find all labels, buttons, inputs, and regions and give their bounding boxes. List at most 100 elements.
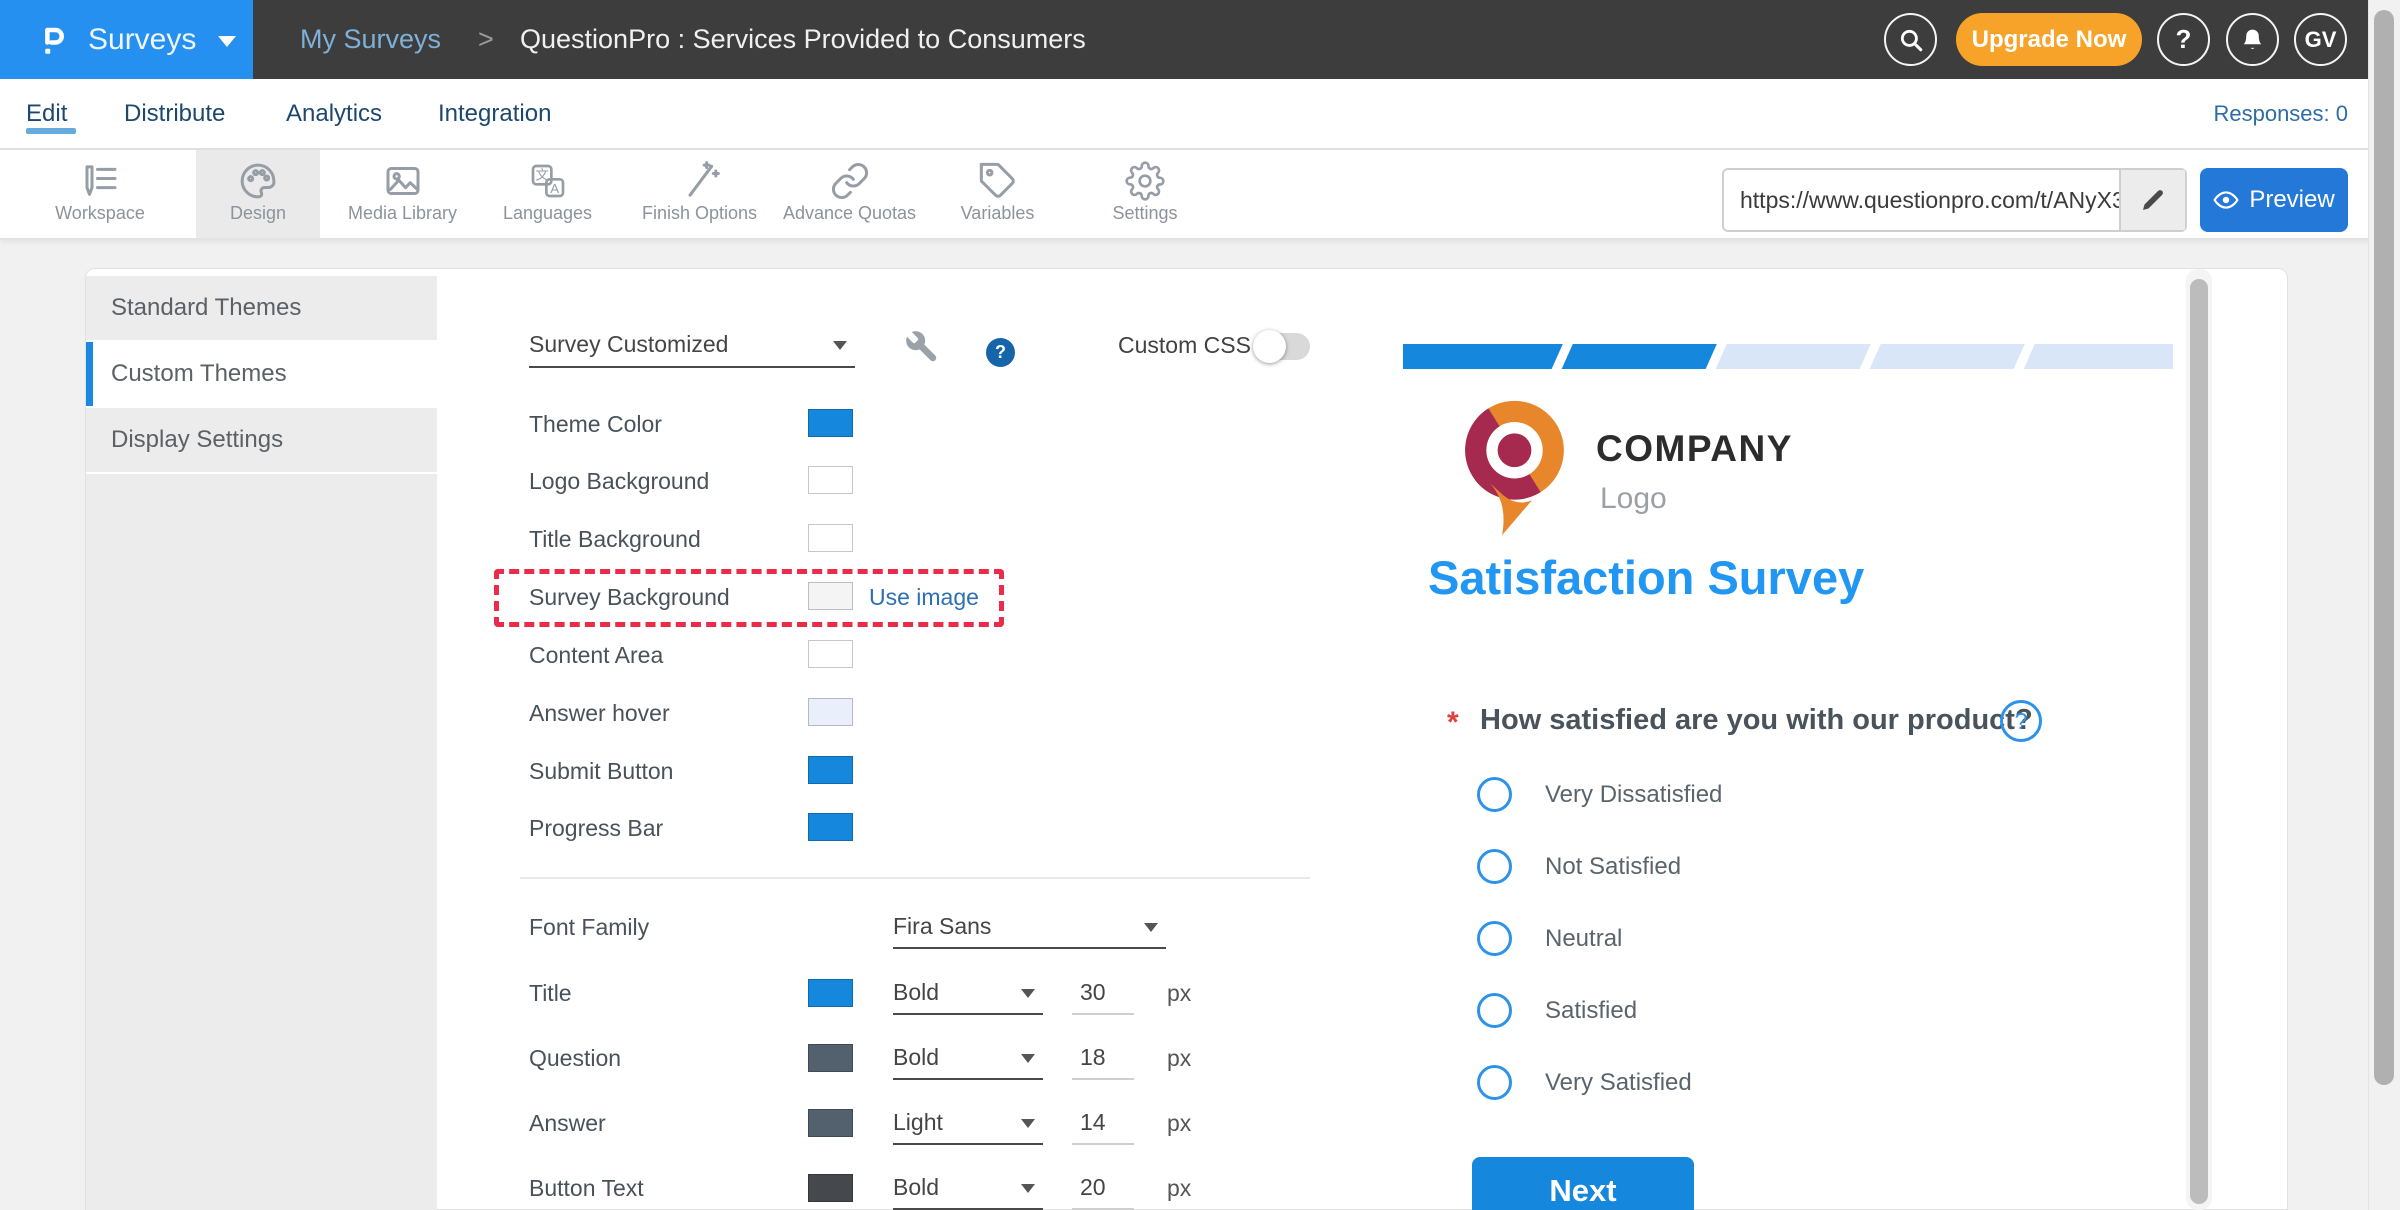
sidebar-active-indicator: [86, 342, 93, 406]
color-swatch-survey-background[interactable]: [808, 582, 853, 610]
radio-not-satisfied[interactable]: [1477, 849, 1512, 884]
font-size-input-answer[interactable]: 14: [1072, 1100, 1134, 1145]
toolbar-item-advance-quotas[interactable]: Advance Quotas: [772, 150, 927, 238]
question-help-icon[interactable]: ?: [2000, 700, 2042, 742]
design-panel-card: [85, 268, 2288, 1210]
top-header: Surveys My Surveys > QuestionPro : Servi…: [0, 0, 2400, 79]
font-size-value: 30: [1080, 979, 1106, 1005]
breadcrumb-my-surveys[interactable]: My Surveys: [300, 24, 442, 54]
custom-css-toggle[interactable]: [1253, 330, 1310, 363]
edit-url-button[interactable]: [2119, 170, 2185, 230]
sidebar-item-custom-themes[interactable]: Custom Themes: [86, 342, 437, 406]
font-color-swatch-question[interactable]: [808, 1044, 853, 1072]
toolbar-item-design[interactable]: Design: [196, 150, 320, 238]
help-button[interactable]: ?: [2157, 13, 2210, 66]
font-row-title: Title Bold 30 px: [529, 970, 1329, 1016]
toolbar-item-languages[interactable]: 文 A Languages: [480, 150, 615, 238]
font-size-value: 18: [1080, 1044, 1106, 1070]
section-divider: [520, 877, 1310, 879]
color-swatch-theme-color[interactable]: [808, 409, 853, 437]
sidebar-item-label: Display Settings: [111, 426, 284, 453]
avatar[interactable]: GV: [2294, 13, 2347, 66]
chevron-down-icon: [1021, 1054, 1035, 1063]
color-label: Answer hover: [529, 700, 670, 726]
font-weight-select-button-text[interactable]: Bold: [893, 1165, 1043, 1210]
use-image-link[interactable]: Use image: [869, 584, 979, 610]
sidebar-item-standard-themes[interactable]: Standard Themes: [86, 276, 437, 340]
color-swatch-submit-button[interactable]: [808, 756, 853, 784]
font-color-swatch-button-text[interactable]: [808, 1174, 853, 1202]
color-swatch-progress-bar[interactable]: [808, 813, 853, 841]
breadcrumb-separator: >: [478, 24, 494, 54]
toolbar-item-finish-options[interactable]: Finish Options: [622, 150, 777, 238]
theme-tools-button[interactable]: [903, 328, 941, 366]
color-swatch-logo-background[interactable]: [808, 466, 853, 494]
color-swatch-title-background[interactable]: [808, 524, 853, 552]
option-label: Not Satisfied: [1545, 853, 1682, 880]
page-scrollbar-thumb[interactable]: [2374, 10, 2394, 1085]
preview-scrollbar-thumb[interactable]: [2190, 279, 2208, 1204]
tab-analytics[interactable]: Analytics: [286, 100, 383, 127]
next-button[interactable]: Next: [1472, 1157, 1694, 1210]
toolbar-item-media-library[interactable]: Media Library: [330, 150, 475, 238]
chevron-down-icon: [1021, 989, 1035, 998]
product-switcher[interactable]: Surveys: [0, 0, 253, 79]
company-name: COMPANY: [1596, 428, 1793, 469]
questionpro-logo-icon: [45, 27, 64, 54]
color-row-theme-color: Theme Color: [529, 409, 1249, 439]
design-palette-icon: [240, 163, 276, 199]
unit-label: px: [1167, 1110, 1192, 1136]
font-size-input-question[interactable]: 18: [1072, 1035, 1134, 1080]
toolbar-item-variables[interactable]: Variables: [930, 150, 1065, 238]
advance-quotas-link-icon: [831, 162, 868, 200]
font-weight-select-title[interactable]: Bold: [893, 970, 1043, 1015]
radio-neutral[interactable]: [1477, 921, 1512, 956]
radio-satisfied[interactable]: [1477, 993, 1512, 1028]
sidebar-item-display-settings[interactable]: Display Settings: [86, 408, 437, 472]
color-row-answer-hover: Answer hover: [529, 698, 1249, 728]
preview-button[interactable]: Preview: [2200, 168, 2348, 232]
upgrade-now-button[interactable]: Upgrade Now: [1956, 13, 2142, 66]
tab-edit[interactable]: Edit: [26, 100, 68, 127]
sidebar-item-label: Custom Themes: [111, 360, 287, 387]
font-color-swatch-title[interactable]: [808, 979, 853, 1007]
toolbar-item-workspace[interactable]: Workspace: [30, 150, 170, 238]
radio-very-dissatisfied[interactable]: [1477, 777, 1512, 812]
question-text: How satisfied are you with our product?: [1480, 704, 2033, 736]
tab-distribute[interactable]: Distribute: [124, 100, 226, 127]
sidebar-background: [86, 474, 437, 1210]
font-weight-value: Light: [893, 1109, 943, 1135]
color-swatch-answer-hover[interactable]: [808, 698, 853, 726]
toolbar-item-settings[interactable]: Settings: [1075, 150, 1215, 238]
survey-url-input[interactable]: [1724, 170, 2130, 230]
color-swatch-content-area[interactable]: [808, 640, 853, 668]
font-color-swatch-answer[interactable]: [808, 1109, 853, 1137]
font-family-select[interactable]: Fira Sans: [893, 904, 1166, 949]
toolbar-label: Variables: [960, 203, 1035, 223]
font-family-value: Fira Sans: [893, 913, 992, 939]
finish-options-wand-icon: [688, 161, 720, 197]
font-size-input-button-text[interactable]: 20: [1072, 1165, 1134, 1210]
toolbar-label: Workspace: [55, 203, 145, 223]
toolbar-label: Finish Options: [641, 203, 758, 223]
color-label: Progress Bar: [529, 815, 664, 841]
svg-text:A: A: [550, 181, 559, 196]
theme-help-icon[interactable]: ?: [986, 338, 1015, 367]
color-label: Theme Color: [529, 411, 662, 437]
font-weight-select-answer[interactable]: Light: [893, 1100, 1043, 1145]
tab-integration[interactable]: Integration: [438, 100, 552, 127]
theme-select[interactable]: Survey Customized: [529, 322, 855, 368]
font-weight-select-question[interactable]: Bold: [893, 1035, 1043, 1080]
company-logo-caption: Logo: [1600, 482, 1667, 515]
notifications-button[interactable]: [2226, 13, 2279, 66]
pencil-icon: [2143, 190, 2163, 210]
wrench-icon: [906, 331, 937, 362]
font-size-input-title[interactable]: 30: [1072, 970, 1134, 1015]
survey-title: Satisfaction Survey: [1428, 551, 1865, 604]
bell-icon: [2243, 29, 2262, 49]
progress-separator: [2011, 344, 2037, 369]
page-title: QuestionPro : Services Provided to Consu…: [520, 24, 1086, 54]
radio-very-satisfied[interactable]: [1477, 1065, 1512, 1100]
search-button[interactable]: [1884, 13, 1937, 66]
option-label: Satisfied: [1545, 997, 1638, 1024]
